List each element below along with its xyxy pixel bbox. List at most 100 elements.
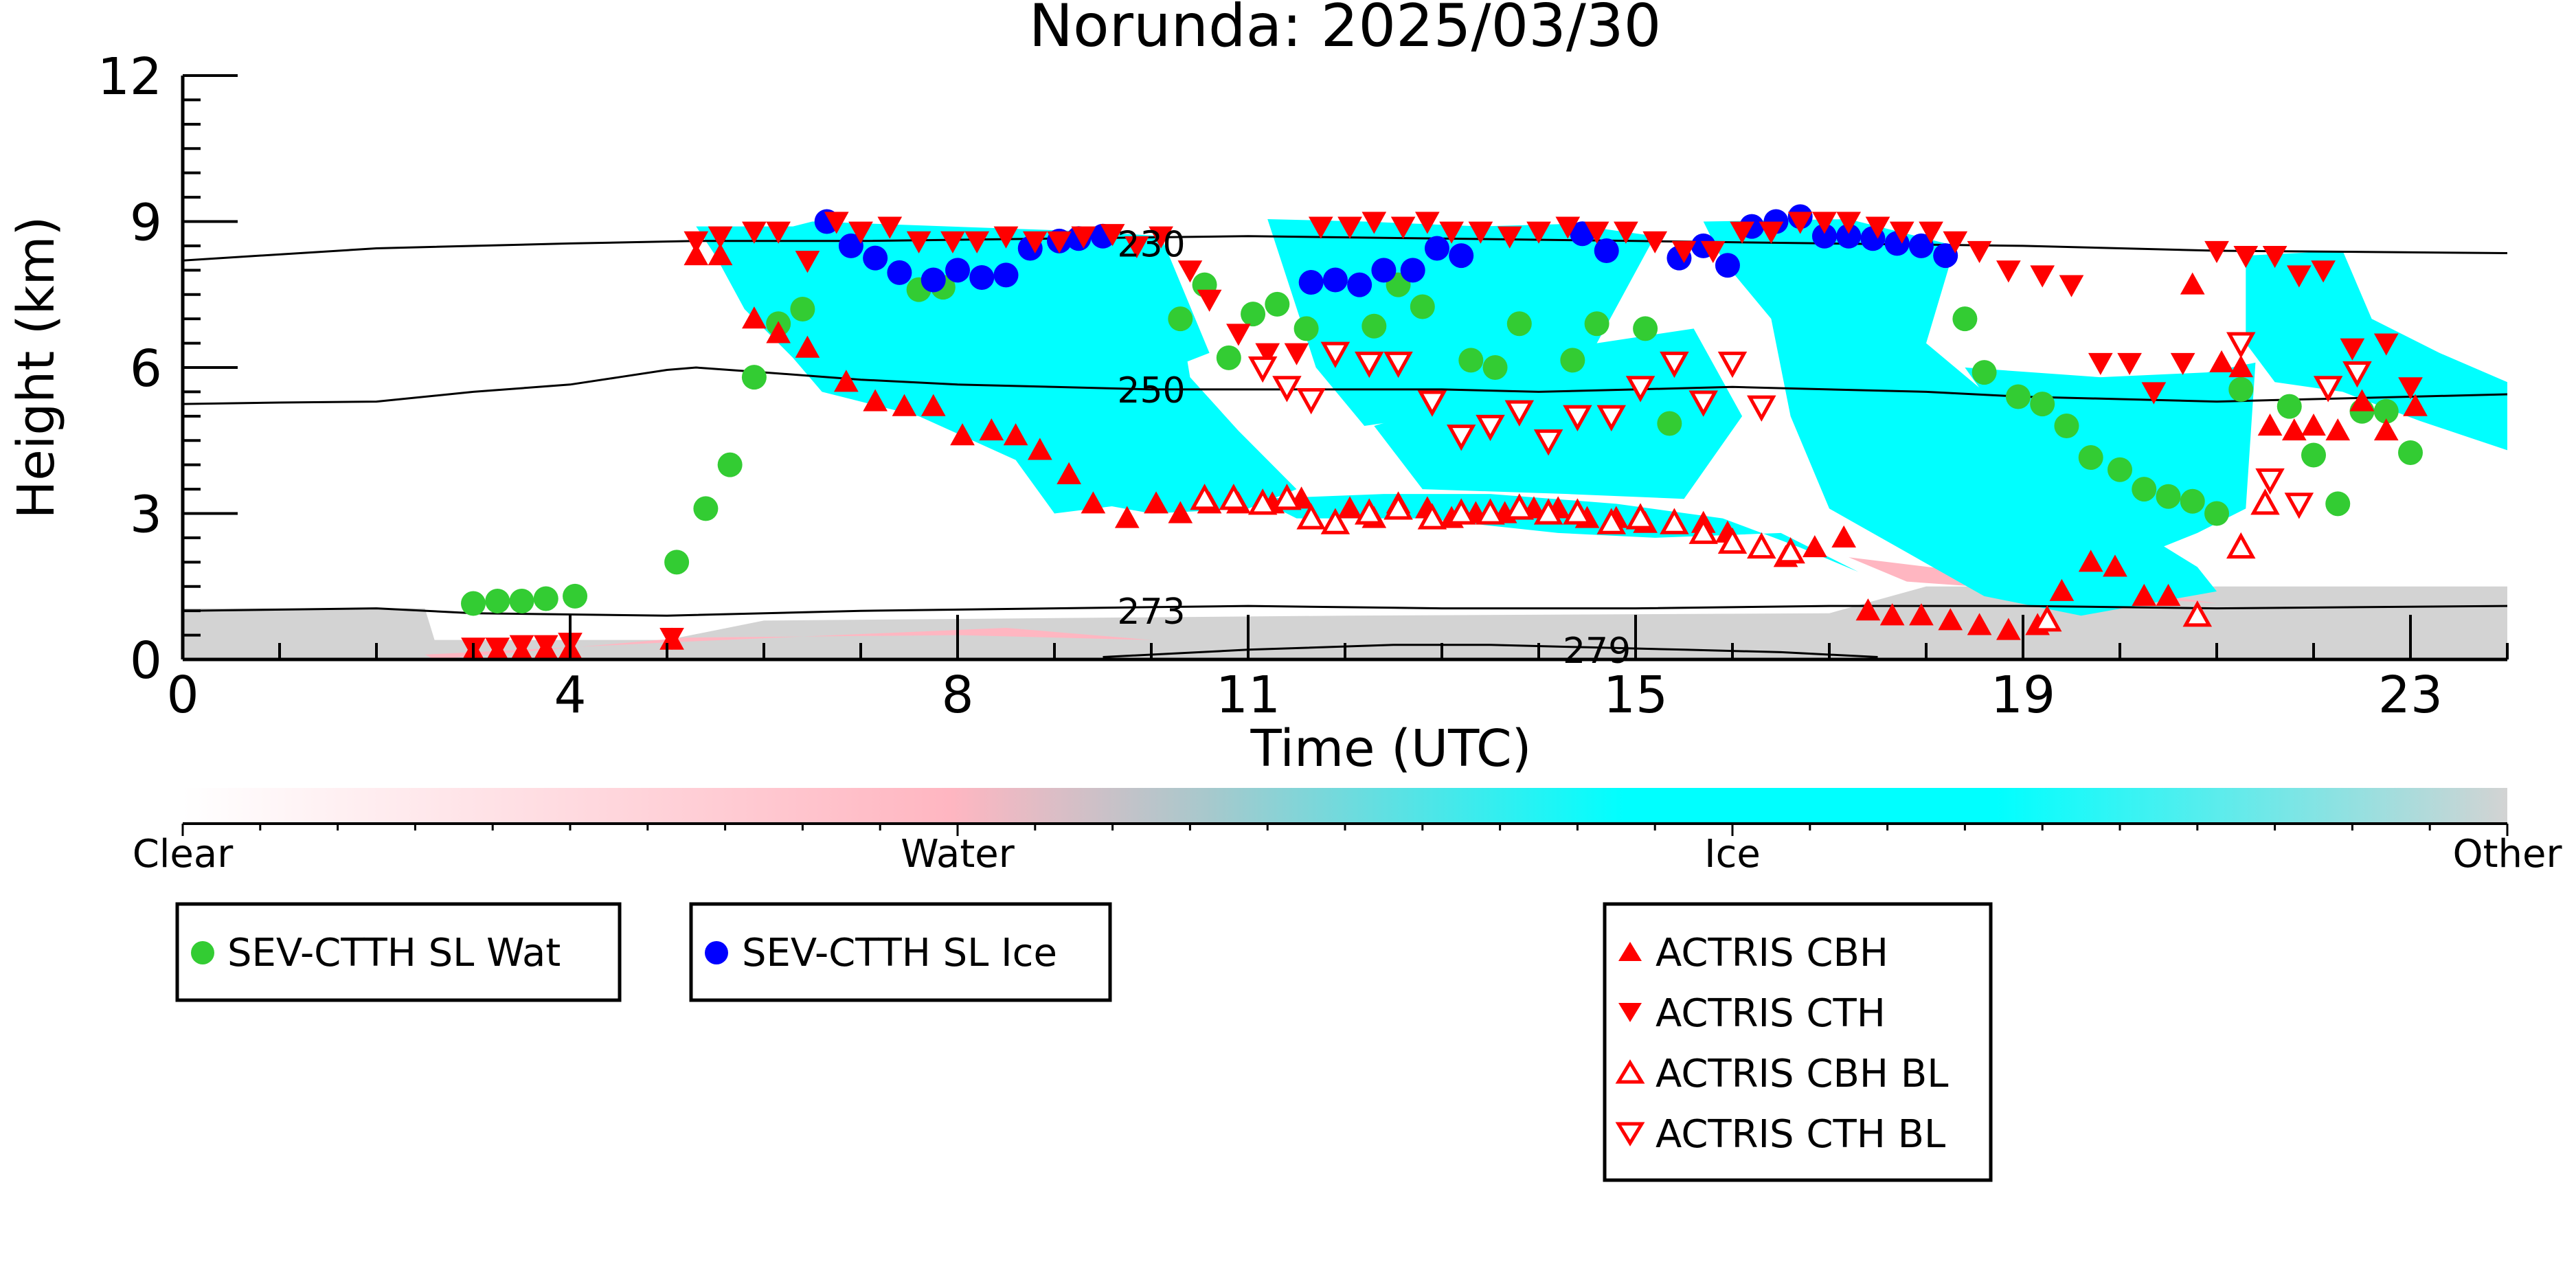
marker-actris-cth-40 [1614,221,1638,244]
marker-actris-cbh-bl-15 [1625,503,1656,530]
marker-sev-ctth-sl-wat-39 [2204,501,2229,526]
marker-sev-ctth-sl-wat-1 [485,589,510,613]
contour-label-230: 230 [1117,224,1185,265]
x-tick-label-19: 19 [1991,666,2055,725]
legend-label-cth-bl: ACTRIS CTH BL [1656,1112,1945,1157]
marker-sev-ctth-sl-ice-14 [1347,272,1372,297]
marker-actris-cbh-7 [708,243,733,266]
marker-sev-ctth-sl-wat-21 [1410,294,1435,319]
mask-ice-slab-3 [1267,218,1656,426]
marker-actris-cbh-bl-down-16 [1717,351,1748,379]
marker-actris-cth-36 [1497,226,1522,249]
marker-actris-cth-25 [1197,289,1222,312]
marker-actris-cbh-bl-24 [2250,488,2280,515]
marker-sev-ctth-sl-ice-23 [1715,253,1740,278]
colorbar-label-ice: Ice [1704,832,1761,877]
marker-sev-ctth-sl-ice-2 [863,245,888,271]
marker-sev-ctth-sl-wat-2 [509,589,534,613]
plot-area [183,204,2507,659]
marker-actris-cth-14 [906,231,931,253]
marker-actris-cbh-66 [2349,389,2375,411]
marker-actris-cbh-bl-11 [1504,493,1535,520]
marker-actris-cth-34 [1439,221,1464,244]
y-tick-label-3: 3 [130,486,162,545]
marker-actris-cbh-62 [2257,413,2283,436]
marker-actris-cth-18 [1022,231,1048,253]
marker-sev-ctth-sl-wat-28 [1657,411,1682,436]
marker-actris-cth-41 [1642,231,1668,253]
legend-marker-cth [1618,1003,1642,1022]
marker-actris-cbh-28 [1337,496,1362,519]
marker-actris-cth-7 [708,226,733,249]
marker-sev-ctth-sl-wat-15 [1216,345,1241,370]
marker-actris-cbh-67 [2373,418,2399,441]
marker-sev-ctth-sl-wat-45 [2373,398,2399,424]
marker-actris-cth-63 [2262,245,2287,269]
marker-actris-cth-31 [1362,212,1387,234]
marker-actris-cbh-bl-down-18 [2226,332,2256,359]
axes: 0 3 6 9 12 0 4 8 11 15 19 23 [98,47,2509,725]
marker-actris-cbh-21 [1114,506,1140,528]
marker-actris-cth-23 [1149,226,1173,249]
marker-actris-cbh-bl-down-11 [1563,405,1592,431]
marker-sev-ctth-sl-wat-10 [790,297,815,321]
marker-actris-cbh-bl-down-17 [1747,395,1776,422]
x-tick-label-11: 11 [1216,666,1280,725]
marker-actris-cbh-57 [2132,583,2157,607]
marker-actris-cbh-bl-down-14 [1660,351,1689,379]
marker-actris-cth-57 [2088,352,2113,375]
legend-marker-sl-ice [705,941,728,964]
marker-actris-cth-49 [1865,216,1890,239]
mask-other-boundary-layer [183,586,2507,659]
marker-sev-ctth-sl-wat-33 [2054,414,2079,438]
marker-actris-cbh-bl-down-5 [1383,351,1413,379]
marker-actris-cbh-bl-down-10 [1533,429,1563,456]
marker-sev-ctth-sl-ice-4 [920,267,946,293]
marker-sev-ctth-sl-wat-29 [1952,306,1978,332]
marker-sev-ctth-sl-wat-4 [563,583,588,609]
marker-actris-cth-5 [659,628,684,651]
marker-actris-cbh-bl-down-12 [1596,405,1626,431]
y-tick-label-12: 12 [98,47,162,106]
marker-actris-cth-48 [1836,212,1862,234]
marker-sev-ctth-sl-ice-15 [1371,258,1397,283]
data-markers [461,204,2428,659]
marker-actris-cth-24 [1177,260,1203,283]
marker-actris-cbh-9 [766,321,791,343]
marker-actris-cth-26 [1226,324,1251,346]
marker-actris-cth-44 [1730,221,1754,244]
marker-actris-cbh-bl-down-9 [1504,400,1535,427]
marker-actris-cbh-bl-down-7 [1446,425,1476,451]
marker-actris-cth-59 [2141,382,2167,405]
legend-label-cbh-bl: ACTRIS CBH BL [1656,1052,1948,1096]
marker-actris-cth-2 [509,635,534,657]
marker-sev-ctth-sl-wat-32 [2030,392,2055,417]
marker-sev-ctth-sl-ice-6 [969,264,995,290]
marker-sev-ctth-sl-wat-8 [741,365,767,390]
marker-actris-cth-46 [1787,212,1813,234]
marker-sev-ctth-sl-wat-40 [2228,376,2254,402]
chart-title: Norunda: 2025/03/30 [1029,0,1662,60]
y-tick-label-9: 9 [130,194,162,253]
mask-ice-slab-7 [2246,251,2507,451]
marker-actris-cth-11 [824,212,849,234]
marker-actris-cbh-47 [1855,598,1881,621]
marker-actris-cbh-bl-14 [1596,508,1626,534]
marker-actris-cbh-bl-4 [1296,503,1326,530]
mask-ice-slab-4 [1374,328,1743,499]
legend-label-cbh: ACTRIS CBH [1656,931,1888,975]
marker-actris-cbh-bl-down-4 [1355,351,1384,379]
marker-actris-cbh-bl-10 [1476,498,1505,525]
marker-actris-cbh-bl-0 [1190,484,1219,510]
marker-actris-cbh-bl-2 [1247,488,1278,515]
marker-sev-ctth-sl-wat-46 [2398,440,2423,465]
marker-actris-cth-60 [2170,352,2195,375]
x-tick-label-23: 23 [2378,666,2443,725]
marker-actris-cbh-bl-down-19 [2255,468,2285,495]
marker-actris-cbh-48 [1879,603,1905,626]
marker-actris-cth-61 [2204,240,2229,264]
marker-actris-cth-67 [2373,333,2399,356]
marker-actris-cbh-bl-17 [1688,517,1718,544]
legend-marker-cbh-bl [1615,1059,1645,1084]
